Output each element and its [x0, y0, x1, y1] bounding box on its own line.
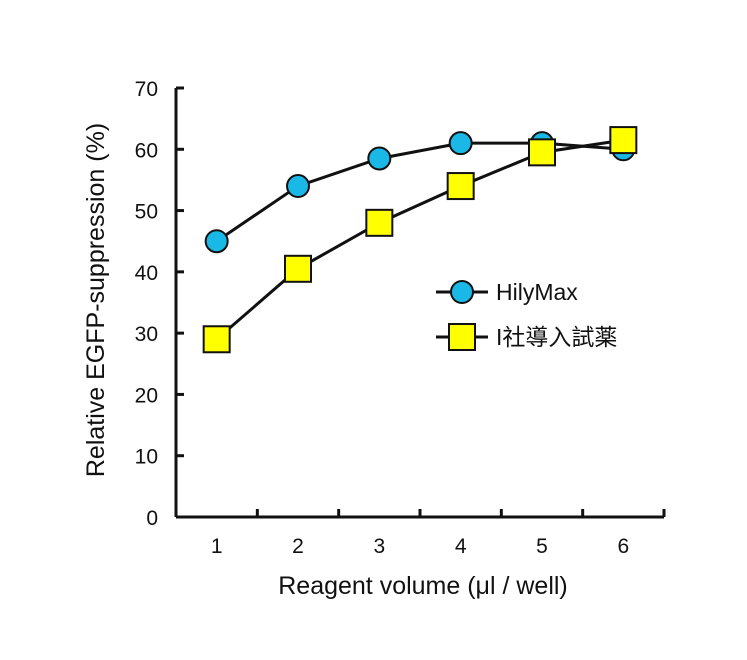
series-line — [215, 138, 624, 341]
y-tick-label: 10 — [135, 446, 158, 469]
series-series-2 — [202, 126, 638, 354]
data-point — [448, 131, 473, 156]
series-hilymax — [204, 131, 636, 254]
y-axis-title: Relative EGFP-suppression (%) — [82, 123, 110, 477]
y-tick-label: 50 — [135, 201, 158, 224]
x-tick-label: 1 — [211, 535, 223, 558]
y-tick-label: 30 — [135, 323, 158, 346]
x-tick-label: 6 — [617, 535, 629, 558]
data-point — [204, 229, 229, 254]
x-tick-label: 4 — [455, 535, 467, 558]
legend-label: I社導入試薬 — [496, 324, 617, 350]
y-tick-label: 60 — [135, 139, 158, 162]
x-axis-title: Reagent volume (μl / well) — [278, 572, 568, 600]
series-line — [215, 141, 624, 243]
y-tick-label: 0 — [146, 507, 158, 530]
data-point — [609, 126, 638, 155]
data-point — [365, 208, 394, 237]
legend-entry: I社導入試薬 — [436, 323, 617, 351]
data-point — [286, 174, 310, 199]
y-tick-label: 40 — [135, 262, 158, 285]
x-ticks: 1 2 3 4 5 6 — [174, 509, 666, 558]
data-point — [202, 325, 231, 354]
x-tick-label: 2 — [292, 535, 304, 558]
data-point — [284, 254, 312, 283]
data-point — [528, 138, 556, 167]
series-layer — [202, 126, 638, 354]
x-tick-label: 5 — [536, 535, 548, 558]
legend-entry: HilyMax — [436, 279, 578, 305]
data-point — [367, 146, 392, 171]
legend: HilyMax I社導入試薬 — [436, 279, 617, 351]
legend-marker — [450, 280, 474, 304]
legend-label: HilyMax — [496, 279, 578, 305]
y-ticks: 0 10 20 30 40 50 60 70 — [135, 78, 184, 530]
x-tick-label: 3 — [373, 535, 385, 558]
axes — [174, 88, 664, 519]
data-point — [446, 172, 475, 201]
legend-marker — [448, 323, 476, 351]
y-tick-label: 20 — [135, 384, 158, 407]
y-tick-label: 70 — [135, 78, 158, 101]
